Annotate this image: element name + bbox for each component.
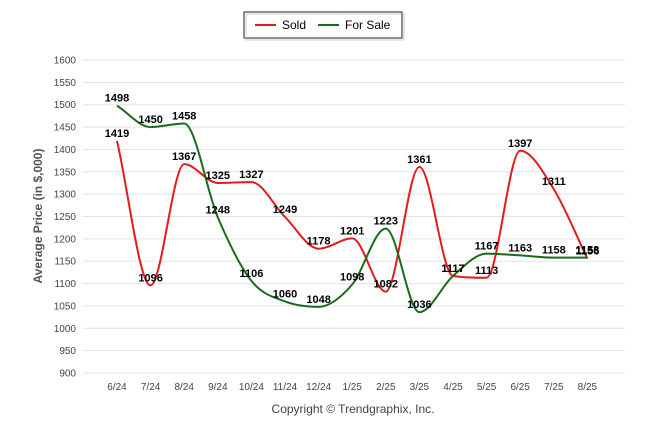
x-tick-label: 7/25 — [544, 382, 564, 393]
legend-label-for-sale: For Sale — [345, 18, 391, 32]
data-label-sold: 1113 — [475, 265, 498, 277]
data-label-for-sale: 1248 — [206, 204, 230, 216]
y-tick-label: 900 — [59, 369, 76, 380]
data-label-for-sale: 1036 — [407, 299, 431, 311]
data-label-for-sale: 1158 — [575, 245, 599, 257]
x-tick-label: 12/24 — [306, 382, 331, 393]
data-label-for-sale: 1158 — [542, 245, 566, 257]
y-tick-label: 1500 — [54, 100, 77, 111]
data-label-for-sale: 1048 — [306, 294, 330, 306]
x-tick-label: 8/25 — [578, 382, 598, 393]
data-label-for-sale: 1167 — [475, 241, 499, 253]
x-tick-label: 8/24 — [174, 382, 194, 393]
data-label-sold: 1156 — [575, 246, 599, 258]
data-label-sold: 1201 — [340, 225, 364, 237]
data-label-sold: 1325 — [206, 170, 230, 182]
x-axis-ticks: 6/24 7/24 8/24 9/24 10/24 11/24 12/24 1/25 2/25 3… — [107, 382, 597, 393]
y-axis-ticks: 900 950 1000 1050 1100 1150 1200 1250 1300 1350 14… — [54, 56, 77, 380]
data-label-for-sale: 1450 — [138, 114, 162, 126]
y-tick-label: 1450 — [54, 123, 77, 134]
series-line-sold — [116, 140, 589, 293]
data-labels: 1419 1096 1367 1325 1327 1249 1178 1201 1082 1361… — [105, 93, 600, 312]
x-tick-label: 9/24 — [208, 382, 228, 393]
data-label-sold: 1096 — [138, 272, 162, 284]
data-label-for-sale: 1117 — [441, 263, 464, 275]
data-label-sold: 1367 — [172, 151, 196, 163]
legend-shadow — [245, 13, 405, 41]
data-label-sold: 1397 — [508, 138, 532, 150]
y-tick-label: 1150 — [54, 257, 76, 268]
x-tick-label: 10/24 — [239, 382, 264, 393]
x-tick-label: 4/25 — [443, 382, 463, 393]
y-tick-label: 1050 — [54, 301, 77, 312]
data-label-sold: 1178 — [307, 236, 331, 248]
x-tick-label: 3/25 — [410, 382, 430, 393]
series-lines — [116, 104, 589, 314]
data-label-for-sale: 1106 — [239, 268, 263, 280]
y-tick-label: 1000 — [54, 324, 77, 335]
data-label-for-sale: 1163 — [508, 242, 532, 254]
legend: Sold For Sale — [243, 11, 405, 41]
data-label-sold: 1327 — [239, 169, 263, 181]
y-tick-label: 1550 — [54, 78, 77, 89]
x-tick-label: 5/25 — [477, 382, 497, 393]
x-tick-label: 7/24 — [141, 382, 161, 393]
data-label-sold: 1249 — [273, 204, 297, 216]
data-label-for-sale: 1098 — [340, 271, 364, 283]
y-tick-label: 1350 — [54, 167, 77, 178]
data-label-for-sale: 1060 — [273, 288, 297, 300]
x-tick-label: 6/25 — [510, 382, 530, 393]
data-label-sold: 1311 — [542, 176, 566, 188]
y-tick-label: 1100 — [54, 279, 76, 290]
y-tick-label: 1250 — [54, 212, 77, 223]
data-label-sold: 1082 — [374, 279, 398, 291]
y-axis-title: Average Price (in $,000) — [31, 149, 45, 284]
x-tick-label: 11/24 — [273, 382, 298, 393]
legend-label-sold: Sold — [282, 18, 306, 32]
x-tick-label: 1/25 — [342, 382, 362, 393]
data-label-sold: 1117 — [441, 263, 464, 275]
y-tick-label: 950 — [59, 346, 76, 357]
y-tick-label: 1300 — [54, 190, 77, 201]
grid — [83, 59, 625, 374]
x-tick-label: 2/25 — [376, 382, 396, 393]
copyright-footer: Copyright © Trendgraphix, Inc. — [272, 402, 435, 416]
series-line-for-sale — [116, 104, 588, 314]
data-label-for-sale: 1458 — [172, 110, 196, 122]
data-label-sold: 1419 — [105, 128, 129, 140]
y-tick-label: 1600 — [54, 56, 77, 67]
y-tick-label: 1200 — [54, 234, 77, 245]
data-label-for-sale: 1223 — [374, 216, 398, 228]
data-label-sold: 1361 — [407, 154, 431, 166]
x-tick-label: 6/24 — [107, 382, 127, 393]
y-tick-label: 1400 — [54, 145, 77, 156]
data-label-for-sale: 1498 — [105, 93, 129, 105]
